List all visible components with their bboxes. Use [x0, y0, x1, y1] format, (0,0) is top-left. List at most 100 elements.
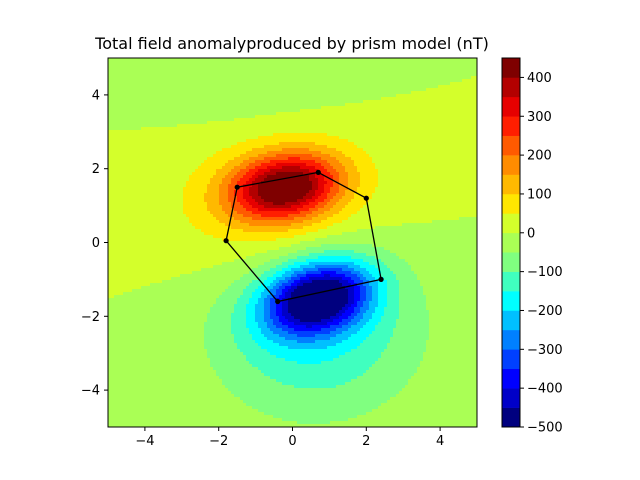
field-cell: [108, 202, 184, 206]
field-cell: [282, 328, 295, 332]
field-cell: [237, 343, 259, 347]
field-cell: [264, 304, 271, 308]
field-cell: [261, 214, 289, 218]
field-cell: [267, 322, 274, 326]
field-cell: [360, 319, 370, 323]
field-cell: [330, 208, 343, 212]
field-cell: [366, 277, 376, 281]
field-cell: [288, 310, 340, 314]
field-cell: [252, 280, 265, 284]
field-cell: [324, 190, 331, 194]
field-cell: [300, 109, 477, 113]
field-cell: [360, 265, 376, 269]
field-cell: [255, 115, 477, 119]
field-cell: [183, 202, 208, 206]
field-cell: [429, 328, 477, 332]
field-cell: [240, 397, 391, 401]
field-cell: [357, 346, 388, 350]
field-cell: [366, 286, 373, 290]
field-cell: [321, 151, 343, 155]
field-cell: [261, 196, 304, 200]
field-cell: [264, 412, 367, 416]
field-cell: [108, 100, 364, 104]
field-cell: [426, 343, 477, 347]
field-cell: [108, 397, 241, 401]
field-cell: [297, 334, 316, 338]
field-cell: [354, 298, 361, 302]
field-cell: [231, 181, 238, 185]
field-cell: [108, 157, 208, 161]
field-cell: [345, 310, 355, 314]
field-cell: [306, 247, 385, 251]
field-cell: [294, 316, 331, 320]
field-cell: [306, 214, 319, 218]
field-cell: [378, 298, 388, 302]
field-cell: [387, 289, 400, 293]
field-cell: [327, 169, 337, 173]
field-cell: [318, 229, 358, 233]
field-cell: [345, 193, 355, 197]
field-cell: [360, 298, 367, 302]
field-cell: [249, 271, 265, 275]
field-cell: [348, 265, 361, 269]
field-cell: [237, 187, 244, 191]
field-cell: [273, 286, 280, 290]
field-cell: [354, 292, 361, 296]
field-cell: [285, 358, 334, 362]
field-cell: [108, 79, 463, 83]
field-cell: [240, 349, 268, 353]
field-cell: [108, 172, 193, 176]
field-cell: [279, 142, 316, 146]
field-cell: [108, 58, 477, 62]
field-cell: [255, 166, 268, 170]
field-cell: [108, 205, 184, 209]
field-cell: [108, 358, 211, 362]
field-cell: [108, 115, 256, 119]
field-cell: [408, 262, 477, 266]
field-cell: [288, 253, 310, 257]
field-cell: [183, 205, 208, 209]
field-cell: [291, 268, 304, 272]
field-cell: [360, 292, 367, 296]
field-cell: [108, 403, 247, 407]
field-cell: [396, 325, 430, 329]
field-cell: [246, 325, 259, 329]
field-cell: [108, 274, 181, 278]
field-cell: [354, 295, 361, 299]
field-cell: [306, 274, 325, 278]
field-cell: [258, 187, 313, 191]
field-cell: [318, 208, 331, 212]
field-cell: [270, 301, 277, 305]
field-cell: [228, 199, 238, 203]
field-cell: [219, 376, 271, 380]
field-cell: [360, 289, 367, 293]
field-cell: [333, 166, 346, 170]
field-cell: [228, 214, 244, 218]
field-cell: [372, 157, 477, 161]
field-cell: [267, 295, 274, 299]
field-cell: [321, 220, 343, 224]
field-cell: [315, 193, 322, 197]
field-cell: [108, 175, 190, 179]
field-cell: [300, 241, 477, 245]
field-cell: [201, 229, 244, 233]
field-cell: [246, 208, 259, 212]
field-cell: [339, 310, 346, 314]
field-cell: [360, 343, 388, 347]
field-cell: [414, 271, 477, 275]
field-cell: [258, 277, 268, 281]
field-cell: [363, 100, 477, 104]
field-cell: [207, 121, 477, 125]
field-cell: [207, 208, 223, 212]
field-cell: [204, 199, 220, 203]
field-cell: [258, 190, 310, 194]
field-cell: [258, 325, 268, 329]
field-cell: [342, 220, 433, 224]
field-cell: [423, 358, 477, 362]
field-cell: [390, 397, 477, 401]
prism-vertex: [234, 184, 240, 190]
field-cell: [294, 280, 301, 284]
field-cell: [357, 304, 364, 308]
field-cell: [141, 127, 477, 131]
field-cell: [309, 175, 316, 179]
